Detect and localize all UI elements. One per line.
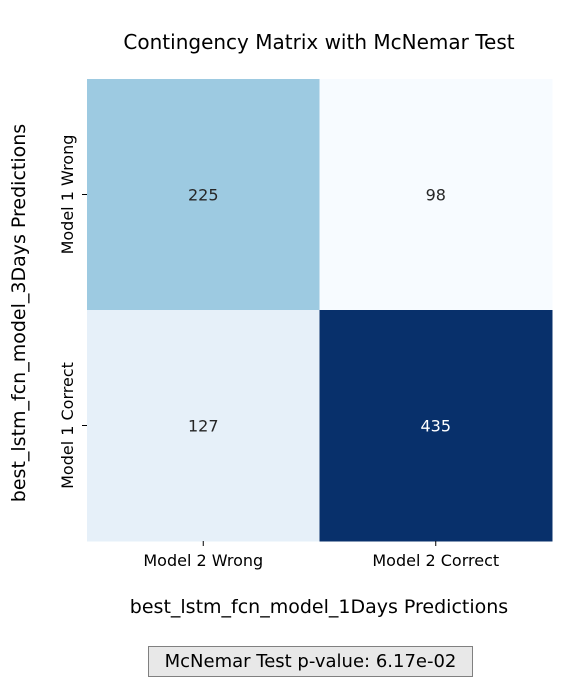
x-tick-label: Model 2 Wrong xyxy=(143,551,263,570)
y-axis-ticks: Model 1 Wrong Model 1 Correct xyxy=(58,135,87,489)
heatmap-cell-r1-c1 xyxy=(319,310,553,542)
cell-value-label: 127 xyxy=(188,417,219,436)
cell-value-label: 435 xyxy=(420,417,451,436)
cell-value-label: 225 xyxy=(188,186,219,205)
chart-title: Contingency Matrix with McNemar Test xyxy=(123,30,514,54)
y-tick-label: Model 1 Wrong xyxy=(58,135,77,255)
x-axis-ticks: Model 2 Wrong Model 2 Correct xyxy=(143,541,499,570)
heatmap-cells: 225 98 127 435 xyxy=(87,79,553,542)
pvalue-annotation: McNemar Test p-value: 6.17e-02 xyxy=(148,646,473,677)
y-tick-label: Model 1 Correct xyxy=(58,362,77,489)
heatmap-cell-r0-c1 xyxy=(319,79,553,311)
cell-value-label: 98 xyxy=(426,186,446,205)
x-axis-label: best_lstm_fcn_model_1Days Predictions xyxy=(130,596,508,618)
y-axis-label: best_lstm_fcn_model_3Days Predictions xyxy=(8,124,30,502)
x-tick-label: Model 2 Correct xyxy=(372,551,499,570)
heatmap-cell-r1-c0 xyxy=(87,310,320,542)
heatmap-cell-r0-c0 xyxy=(87,79,320,311)
